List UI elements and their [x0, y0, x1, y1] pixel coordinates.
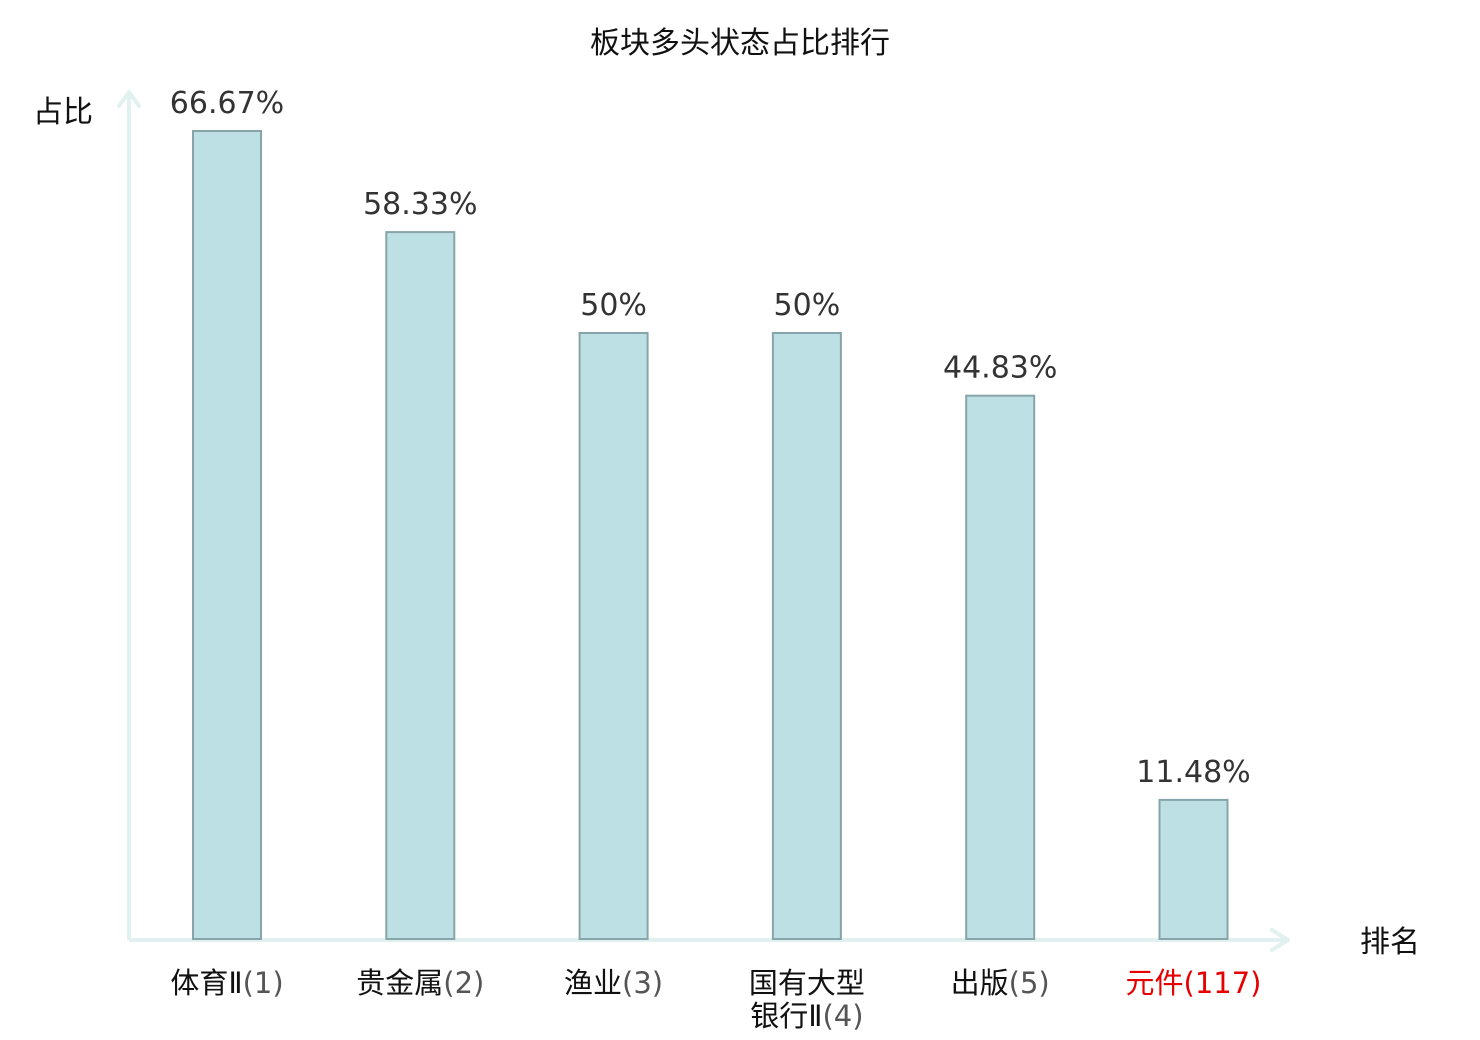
chart-title: 板块多头状态占比排行 — [590, 26, 890, 61]
category-name: 出版 — [951, 966, 1009, 1000]
value-label-3: 50% — [580, 288, 647, 323]
category-label-3: 渔业(3) — [564, 966, 663, 1000]
category-label-2: 贵金属(2) — [356, 966, 484, 1000]
value-label-6: 11.48% — [1136, 755, 1250, 790]
category-line: 元件(117) — [1126, 966, 1262, 1000]
category-name: 元件 — [1126, 966, 1184, 1000]
category-line: 国有大型 — [749, 966, 865, 1000]
bar-1 — [192, 130, 262, 940]
category-line: 出版(5) — [951, 966, 1050, 1000]
bar-6 — [1158, 798, 1229, 941]
bar-4 — [771, 332, 842, 940]
category-label-6: 元件(117) — [1126, 966, 1262, 1000]
category-line: 渔业(3) — [564, 966, 663, 1000]
category-labels-group: 体育Ⅱ(1) 贵金属(2) 渔业(3) 国有大型银行Ⅱ(4) 出版(5) 元件(117) — [170, 966, 1261, 1033]
category-rank: (5) — [1009, 966, 1050, 1000]
category-label-5: 出版(5) — [951, 966, 1050, 1000]
bars-group — [192, 130, 1229, 941]
x-axis-label: 排名 — [1360, 925, 1420, 960]
category-line: 贵金属(2) — [356, 966, 484, 1000]
category-rank: (1) — [243, 966, 284, 1000]
y-axis-label: 占比 — [33, 95, 93, 130]
category-rank: (4) — [822, 999, 863, 1033]
value-labels-group: 66.67% 58.33% 50% 50% 44.83% 11.48% — [170, 86, 1251, 790]
value-label-2: 58.33% — [363, 187, 477, 222]
category-label-4: 国有大型银行Ⅱ(4) — [749, 966, 865, 1033]
category-line: 银行Ⅱ(4) — [750, 999, 863, 1033]
value-label-1: 66.67% — [170, 86, 284, 121]
category-label-1: 体育Ⅱ(1) — [170, 966, 283, 1000]
category-name: 体育Ⅱ — [170, 966, 242, 1000]
category-rank: (2) — [443, 966, 484, 1000]
category-rank: (117) — [1184, 966, 1262, 1000]
category-line: 体育Ⅱ(1) — [170, 966, 283, 1000]
bar-3 — [578, 332, 649, 940]
bar-5 — [965, 394, 1036, 940]
category-rank: (3) — [622, 966, 663, 1000]
category-name: 国有大型 — [749, 966, 865, 1000]
x-axis — [129, 928, 1290, 952]
bar-2 — [385, 231, 456, 941]
category-name: 银行Ⅱ — [750, 999, 822, 1033]
category-name: 渔业 — [564, 966, 622, 1000]
value-label-4: 50% — [774, 288, 841, 323]
category-name: 贵金属 — [356, 966, 443, 1000]
y-axis — [117, 90, 141, 940]
value-label-5: 44.83% — [943, 351, 1057, 386]
